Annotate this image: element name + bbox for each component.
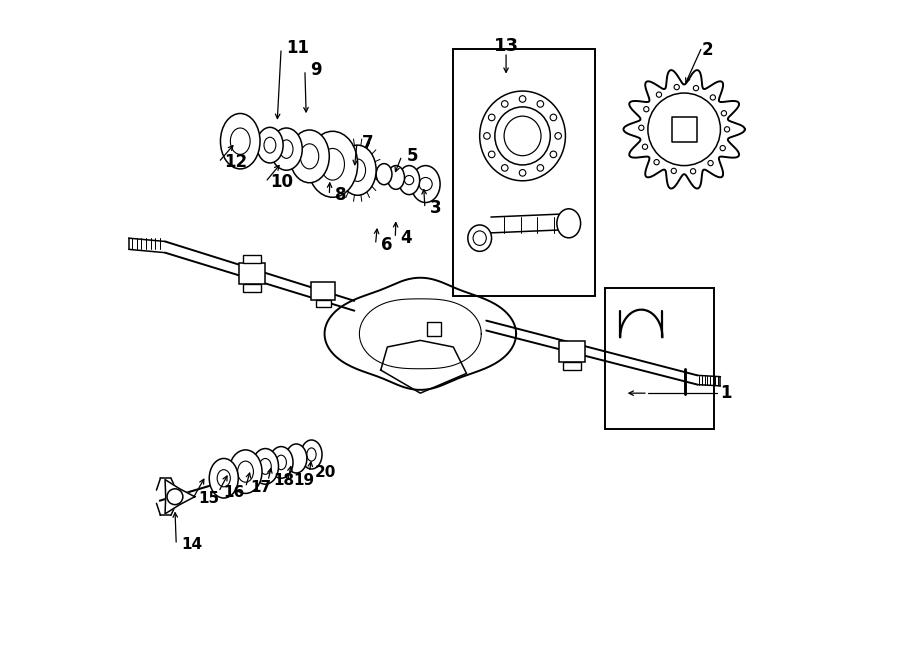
- Circle shape: [501, 165, 508, 171]
- Circle shape: [519, 170, 526, 176]
- Text: 9: 9: [310, 61, 322, 79]
- Ellipse shape: [399, 166, 419, 194]
- Text: 15: 15: [198, 491, 220, 506]
- Ellipse shape: [220, 114, 260, 169]
- Polygon shape: [359, 299, 482, 369]
- Ellipse shape: [252, 449, 278, 485]
- Bar: [427, 322, 441, 336]
- Circle shape: [656, 92, 662, 97]
- Circle shape: [489, 114, 495, 121]
- Ellipse shape: [480, 91, 565, 180]
- Ellipse shape: [308, 132, 357, 197]
- Text: 1: 1: [720, 384, 732, 402]
- Text: 17: 17: [251, 480, 272, 495]
- Ellipse shape: [307, 448, 316, 461]
- Bar: [311, 282, 335, 300]
- Text: 3: 3: [430, 200, 442, 217]
- Circle shape: [643, 144, 648, 149]
- Bar: [316, 300, 330, 307]
- Bar: [563, 362, 580, 370]
- Polygon shape: [325, 278, 516, 390]
- Text: 10: 10: [271, 173, 293, 191]
- Circle shape: [537, 100, 544, 107]
- Circle shape: [710, 95, 716, 100]
- Polygon shape: [165, 480, 194, 514]
- Ellipse shape: [230, 128, 250, 155]
- Ellipse shape: [229, 450, 262, 493]
- Circle shape: [404, 175, 414, 184]
- Ellipse shape: [209, 459, 238, 498]
- Bar: [605, 288, 714, 430]
- Text: 4: 4: [400, 229, 412, 247]
- Ellipse shape: [495, 107, 550, 165]
- Circle shape: [720, 145, 725, 151]
- Circle shape: [724, 127, 730, 132]
- Bar: [671, 117, 697, 142]
- Ellipse shape: [217, 470, 230, 487]
- Ellipse shape: [290, 130, 329, 182]
- Circle shape: [654, 159, 659, 165]
- Text: 12: 12: [224, 153, 247, 171]
- Circle shape: [693, 85, 698, 91]
- Text: 7: 7: [363, 134, 374, 151]
- Circle shape: [671, 169, 677, 174]
- Ellipse shape: [280, 140, 293, 159]
- Circle shape: [639, 125, 644, 130]
- Ellipse shape: [276, 455, 286, 470]
- Ellipse shape: [350, 159, 365, 181]
- Circle shape: [167, 488, 183, 504]
- Ellipse shape: [256, 128, 284, 163]
- Text: 13: 13: [493, 36, 518, 55]
- Circle shape: [690, 169, 696, 174]
- Text: 14: 14: [182, 537, 202, 553]
- Text: 8: 8: [335, 186, 346, 204]
- Text: 16: 16: [224, 485, 245, 500]
- Circle shape: [708, 161, 713, 166]
- Ellipse shape: [264, 137, 276, 153]
- Bar: [243, 284, 261, 292]
- Ellipse shape: [473, 231, 486, 245]
- Bar: [243, 254, 261, 263]
- Circle shape: [674, 85, 680, 90]
- Ellipse shape: [269, 447, 293, 479]
- Ellipse shape: [301, 440, 322, 469]
- Ellipse shape: [339, 145, 376, 195]
- Circle shape: [519, 96, 526, 102]
- Circle shape: [483, 133, 490, 139]
- Circle shape: [419, 177, 432, 190]
- Polygon shape: [381, 340, 466, 393]
- Circle shape: [550, 114, 557, 121]
- Ellipse shape: [286, 444, 307, 473]
- Ellipse shape: [387, 166, 404, 189]
- Ellipse shape: [238, 461, 254, 483]
- Ellipse shape: [648, 93, 720, 166]
- Circle shape: [501, 100, 508, 107]
- Circle shape: [489, 151, 495, 158]
- Ellipse shape: [259, 459, 271, 475]
- Ellipse shape: [557, 209, 580, 238]
- Bar: [559, 341, 585, 362]
- Polygon shape: [624, 70, 745, 188]
- Ellipse shape: [504, 116, 541, 156]
- Text: 20: 20: [315, 465, 337, 480]
- Text: 18: 18: [274, 473, 294, 488]
- Text: 6: 6: [381, 236, 392, 254]
- Circle shape: [537, 165, 544, 171]
- Circle shape: [644, 106, 649, 112]
- Ellipse shape: [301, 144, 319, 169]
- Circle shape: [550, 151, 557, 158]
- Ellipse shape: [468, 225, 491, 251]
- Bar: [238, 262, 266, 284]
- Text: 11: 11: [286, 39, 310, 58]
- Ellipse shape: [411, 166, 440, 202]
- Ellipse shape: [320, 149, 345, 180]
- Bar: [454, 49, 595, 296]
- Text: 19: 19: [293, 473, 314, 488]
- Ellipse shape: [271, 128, 302, 171]
- Text: 5: 5: [407, 147, 418, 165]
- Circle shape: [721, 110, 726, 116]
- Text: 2: 2: [701, 41, 713, 59]
- Ellipse shape: [376, 164, 392, 184]
- Circle shape: [555, 133, 562, 139]
